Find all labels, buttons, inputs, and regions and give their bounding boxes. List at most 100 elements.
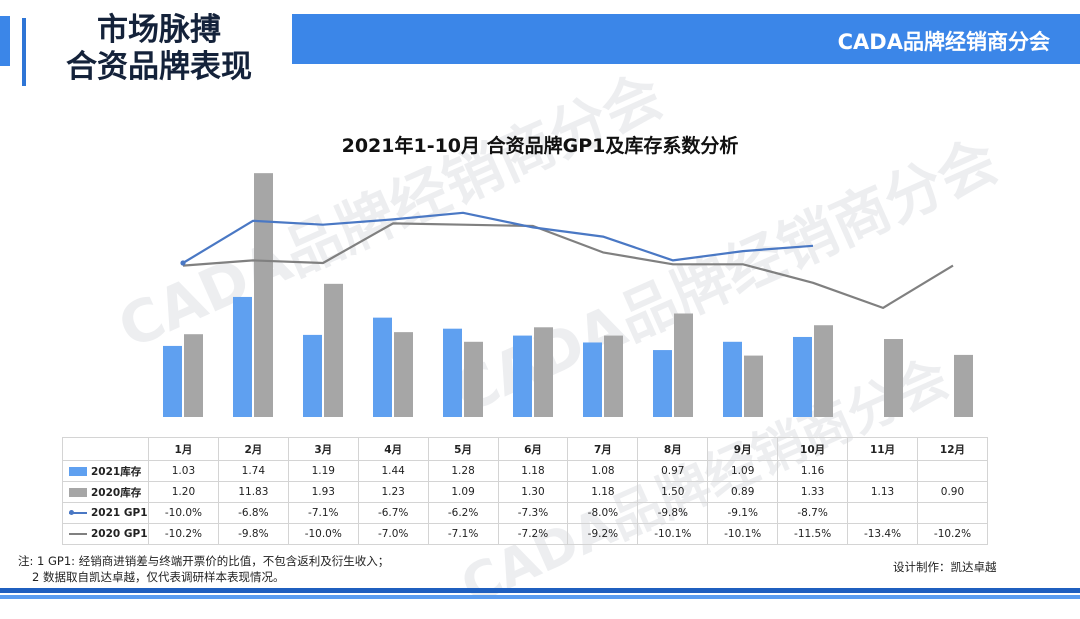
data-label: 1.74 [217,460,289,482]
accent-bar-left [0,16,10,66]
category-label-2: 2月 [217,437,289,461]
bar-2020-3 [324,283,343,417]
data-label [847,460,918,482]
series-name: 2021 GP1 [91,507,148,519]
bar-2021-4 [373,317,392,417]
data-label: 1.20 [148,481,219,503]
data-label: -11.5% [777,523,849,545]
bar-2021-2 [233,296,252,417]
credit: 设计制作：凯达卓越 [893,560,997,574]
bar-2020-5 [464,341,483,417]
bar-2021-6 [513,335,532,417]
bottom-bar-light [0,595,1080,599]
data-label: 0.89 [707,481,779,503]
data-label: 1.28 [427,460,499,482]
data-label: -10.1% [637,523,709,545]
table-corner [62,437,149,461]
series-name: 2021库存 [91,465,142,478]
data-label: -8.7% [777,502,849,524]
data-table: 1月 2月 3月 4月 5月 6月 7月 8月 9月 10月 11月 12月 2021库存 1.03 1.… [62,437,989,545]
data-label: 0.90 [916,481,989,503]
bar-2020-4 [394,332,413,417]
series-legend: 2020 GP1 [62,523,149,545]
category-label-1: 1月 [148,437,219,461]
data-label: -9.8% [217,523,289,545]
bar-2020-11 [884,339,903,417]
table-body: 2021库存 1.03 1.74 1.19 1.44 1.28 1.18 1.08 0.97 1.… [62,460,989,545]
category-label-8: 8月 [637,437,709,461]
data-label: -10.1% [707,523,779,545]
data-label: 1.93 [287,481,359,503]
data-label: -10.2% [148,523,219,545]
bar-2020-6 [534,327,553,417]
bar-2020-7 [604,335,623,417]
data-label [916,460,989,482]
data-label: 1.09 [707,460,779,482]
data-label: 1.16 [777,460,849,482]
bar-2020-8 [674,313,693,417]
category-label-6: 6月 [497,437,569,461]
category-label-9: 9月 [707,437,779,461]
bar-2021-10 [793,336,812,417]
data-label: -8.0% [567,502,639,524]
series-legend: 2020库存 [62,481,149,503]
data-label: -9.8% [637,502,709,524]
data-label: 1.18 [567,481,639,503]
line-2021-gp1-start-marker [180,260,186,266]
line-layer [180,211,954,309]
table-header-row: 1月 2月 3月 4月 5月 6月 7月 8月 9月 10月 11月 12月 [62,437,989,461]
data-label: -7.1% [287,502,359,524]
data-label [916,502,989,524]
data-label: 1.50 [637,481,709,503]
category-label-5: 5月 [427,437,499,461]
data-label: -10.0% [287,523,359,545]
legend-key [69,467,87,476]
category-label-3: 3月 [287,437,359,461]
data-label: -10.2% [916,523,989,545]
category-label-11: 11月 [847,437,918,461]
bar-2020-12 [954,354,973,417]
bar-2020-9 [744,355,763,417]
bottom-bar [0,588,1080,593]
section-title: 市场脉搏 合资品牌表现 [44,12,274,86]
data-label: -9.1% [707,502,779,524]
data-label: -9.2% [567,523,639,545]
data-label: 1.18 [497,460,569,482]
data-label: 1.19 [287,460,359,482]
footnote: 注: 1 GP1: 经销商进销差与终端开票价的比值，不包含返利及衍生收入； 2 … [18,553,389,585]
legend-key [69,488,87,497]
data-label: -7.2% [497,523,569,545]
bar-2021-3 [303,334,322,417]
category-label-7: 7月 [567,437,639,461]
data-label: -13.4% [847,523,918,545]
section-title-line2: 合资品牌表现 [66,49,252,85]
bar-2021-1 [163,345,182,417]
footnote-line2: 2 数据取自凯达卓越，仅代表调研样本表现情况。 [32,570,285,584]
data-label: 1.30 [497,481,569,503]
top-banner: CADA品牌经销商分会 [292,14,1080,64]
data-label: 1.23 [357,481,429,503]
table-row: 2021 GP1 -10.0% -6.8% -7.1% -6.7% -6.2% -7.3% -… [62,502,989,524]
bar-layer [163,173,973,417]
data-label: -6.2% [427,502,499,524]
bar-2021-9 [723,341,742,417]
line-2020-gp1 [182,222,954,309]
series-legend: 2021库存 [62,460,149,482]
series-name: 2020库存 [91,486,142,499]
bar-2020-10 [814,325,833,417]
bar-2020-2 [254,173,273,417]
chart-title: 2021年1-10月 合资品牌GP1及库存系数分析 [341,135,739,157]
data-label: 1.13 [847,481,918,503]
data-label: 1.09 [427,481,499,503]
data-label: -7.3% [497,502,569,524]
table-row: 2020库存 1.20 11.83 1.93 1.23 1.09 1.30 1.18 1.50 0… [62,481,989,503]
series-name: 2020 GP1 [91,528,148,540]
data-label: 1.08 [567,460,639,482]
data-label: -10.0% [148,502,219,524]
data-label: 1.44 [357,460,429,482]
data-label: 1.33 [777,481,849,503]
category-label-10: 10月 [777,437,849,461]
bar-2020-1 [184,334,203,417]
accent-bar-thin [22,18,26,86]
